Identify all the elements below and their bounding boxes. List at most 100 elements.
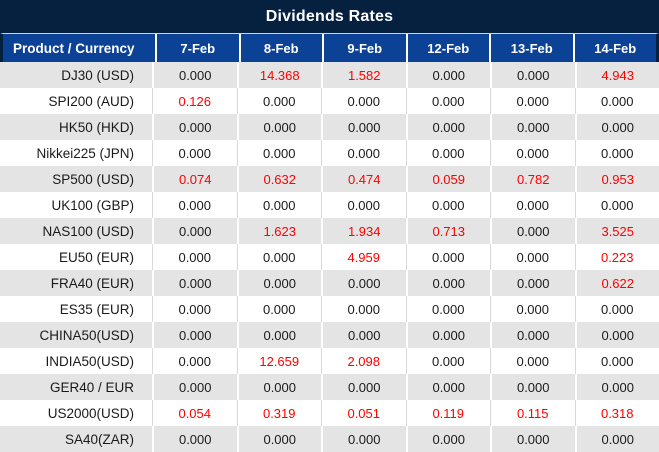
table-row: INDIA50(USD) 0.000 12.659 2.098 0.000 0.000 0…	[0, 348, 659, 374]
rate-cell: 0.474	[321, 166, 406, 192]
rate-cell: 12.659	[236, 348, 322, 374]
rate-cell: 0.000	[405, 88, 491, 114]
rate-cell: 0.000	[152, 374, 237, 400]
rate-cell: 0.000	[236, 296, 322, 322]
rate-cell: 0.000	[152, 296, 237, 322]
table-row: US2000(USD) 0.054 0.319 0.051 0.119 0.115 0.3…	[0, 400, 659, 426]
header-col-8feb: 8-Feb	[238, 34, 323, 62]
rate-cell: 1.934	[321, 218, 406, 244]
rate-cell: 0.000	[490, 296, 575, 322]
rate-cell: 1.623	[236, 218, 322, 244]
rate-cell: 0.000	[490, 62, 575, 88]
table-row: ES35 (EUR) 0.000 0.000 0.000 0.000 0.000 0.00…	[0, 296, 659, 322]
table-row: SP500 (USD) 0.074 0.632 0.474 0.059 0.782 0.9…	[0, 166, 659, 192]
product-cell: SPI200 (AUD)	[48, 93, 134, 109]
rate-cell: 0.051	[321, 400, 406, 426]
rate-cell: 0.000	[405, 114, 491, 140]
rate-cell: 0.000	[236, 140, 322, 166]
rate-cell: 0.000	[490, 426, 575, 452]
rate-cell: 0.000	[405, 348, 491, 374]
product-cell: CHINA50(USD)	[39, 327, 134, 343]
rate-cell: 0.000	[321, 270, 406, 296]
rate-cell: 0.000	[490, 140, 575, 166]
table-row: EU50 (EUR) 0.000 0.000 4.959 0.000 0.000 0.22…	[0, 244, 659, 270]
table-title: Dividends Rates	[0, 0, 659, 33]
rate-cell: 0.000	[236, 192, 322, 218]
header-col-14feb: 14-Feb	[572, 34, 657, 62]
rate-cell: 0.000	[152, 114, 237, 140]
rate-cell: 0.000	[152, 244, 237, 270]
table-row: CHINA50(USD) 0.000 0.000 0.000 0.000 0.000 0.…	[0, 322, 659, 348]
rate-cell: 0.000	[405, 374, 491, 400]
header-col-9feb: 9-Feb	[322, 34, 406, 62]
rate-cell: 4.943	[574, 62, 659, 88]
product-cell: UK100 (GBP)	[51, 197, 134, 213]
table-header-row: Product / Currency 7-Feb 8-Feb 9-Feb 12-…	[0, 33, 659, 62]
rate-cell: 0.318	[574, 400, 659, 426]
table-row: UK100 (GBP) 0.000 0.000 0.000 0.000 0.000 0.0…	[0, 192, 659, 218]
table-row: DJ30 (USD) 0.000 14.368 1.582 0.000 0.000 4.9…	[0, 62, 659, 88]
table-row: Nikkei225 (JPN) 0.000 0.000 0.000 0.000 0.00…	[0, 140, 659, 166]
rate-cell: 0.000	[321, 140, 406, 166]
rate-cell: 0.000	[574, 114, 659, 140]
rate-cell: 0.000	[236, 322, 322, 348]
rate-cell: 0.119	[405, 400, 491, 426]
rate-cell: 0.059	[405, 166, 491, 192]
rate-cell: 0.000	[152, 322, 237, 348]
header-product-currency: Product / Currency	[13, 40, 135, 56]
rate-cell: 0.000	[321, 114, 406, 140]
rate-cell: 0.000	[574, 296, 659, 322]
rate-cell: 0.000	[236, 270, 322, 296]
rate-cell: 4.959	[321, 244, 406, 270]
rate-cell: 0.000	[236, 88, 322, 114]
rate-cell: 0.000	[490, 270, 575, 296]
rate-cell: 0.000	[405, 244, 491, 270]
rate-cell: 0.054	[152, 400, 237, 426]
rate-cell: 0.000	[152, 192, 237, 218]
rate-cell: 0.000	[405, 426, 491, 452]
rate-cell: 0.000	[574, 348, 659, 374]
rate-cell: 0.000	[574, 192, 659, 218]
rate-cell: 0.000	[490, 114, 575, 140]
table-row: HK50 (HKD) 0.000 0.000 0.000 0.000 0.000 0.00…	[0, 114, 659, 140]
rate-cell: 0.000	[490, 88, 575, 114]
rate-cell: 0.000	[490, 244, 575, 270]
rate-cell: 0.000	[321, 296, 406, 322]
header-col-13feb: 13-Feb	[489, 34, 573, 62]
rate-cell: 0.632	[236, 166, 322, 192]
rate-cell: 0.223	[574, 244, 659, 270]
table-row: GER40 / EUR 0.000 0.000 0.000 0.000 0.000 0.0…	[0, 374, 659, 400]
table-row: SPI200 (AUD) 0.126 0.000 0.000 0.000 0.000 0.…	[0, 88, 659, 114]
rate-cell: 0.000	[152, 270, 237, 296]
rate-cell: 0.000	[236, 244, 322, 270]
product-cell: EU50 (EUR)	[58, 249, 134, 265]
product-cell: SP500 (USD)	[52, 171, 134, 187]
rate-cell: 0.000	[490, 374, 575, 400]
product-cell: GER40 / EUR	[49, 379, 134, 395]
rate-cell: 0.000	[405, 62, 491, 88]
rate-cell: 0.000	[574, 426, 659, 452]
rate-cell: 0.953	[574, 166, 659, 192]
rate-cell: 0.115	[490, 400, 575, 426]
rate-cell: 0.000	[405, 296, 491, 322]
product-cell: SA40(ZAR)	[64, 431, 134, 447]
rate-cell: 0.000	[236, 426, 322, 452]
rate-cell: 0.000	[574, 140, 659, 166]
rate-cell: 0.000	[574, 374, 659, 400]
rate-cell: 1.582	[321, 62, 406, 88]
product-cell: NAS100 (USD)	[42, 223, 134, 239]
rate-cell: 14.368	[236, 62, 322, 88]
header-col-12feb: 12-Feb	[405, 34, 490, 62]
rate-cell: 0.000	[321, 374, 406, 400]
rate-cell: 0.000	[152, 140, 237, 166]
product-cell: FRA40 (EUR)	[50, 275, 134, 291]
product-cell: US2000(USD)	[47, 405, 134, 421]
rate-cell: 0.000	[236, 374, 322, 400]
product-cell: INDIA50(USD)	[45, 353, 134, 369]
header-col-7feb: 7-Feb	[155, 34, 239, 62]
rate-cell: 0.000	[574, 322, 659, 348]
product-cell: HK50 (HKD)	[58, 119, 134, 135]
rate-cell: 3.525	[574, 218, 659, 244]
rate-cell: 0.000	[152, 426, 237, 452]
rate-cell: 0.000	[405, 322, 491, 348]
